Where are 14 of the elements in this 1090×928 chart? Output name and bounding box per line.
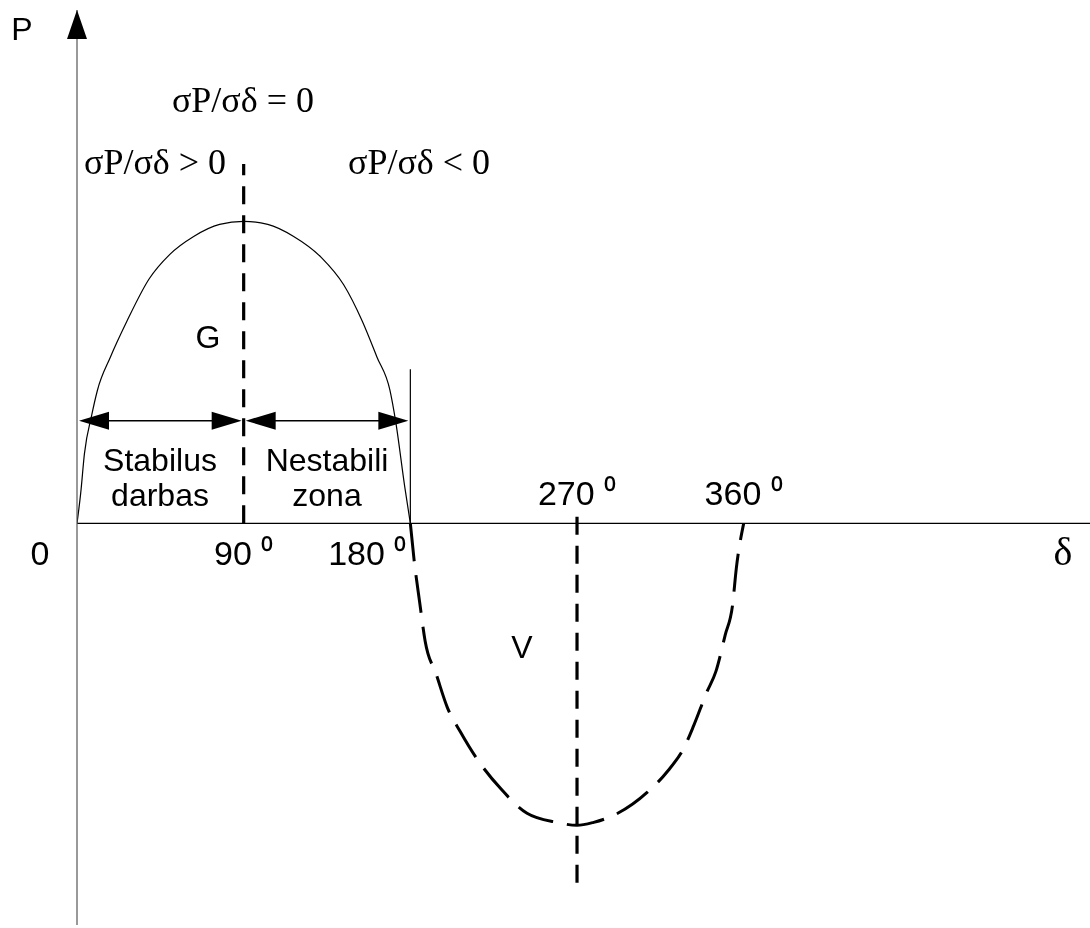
x-tick-label: 270 ⁰ bbox=[537, 474, 617, 513]
annotation: V bbox=[511, 629, 534, 665]
x-tick-label: 360 ⁰ bbox=[704, 474, 783, 513]
x-axis-title: δ bbox=[1053, 529, 1073, 575]
text: P bbox=[11, 11, 33, 47]
annotation: Nestabili zona bbox=[265, 442, 389, 513]
text: σP/σδ = 0 bbox=[171, 80, 315, 120]
annotation: G bbox=[195, 319, 221, 355]
annotation: Stabilus darbas bbox=[103, 442, 217, 513]
text: σP/σδ < 0 bbox=[348, 142, 491, 182]
text: σP/σδ > 0 bbox=[84, 142, 227, 182]
text: 0 bbox=[30, 534, 50, 572]
ref-line-label: 90 ⁰ bbox=[214, 534, 274, 573]
ref-line-label: 180 ⁰ bbox=[328, 534, 407, 573]
